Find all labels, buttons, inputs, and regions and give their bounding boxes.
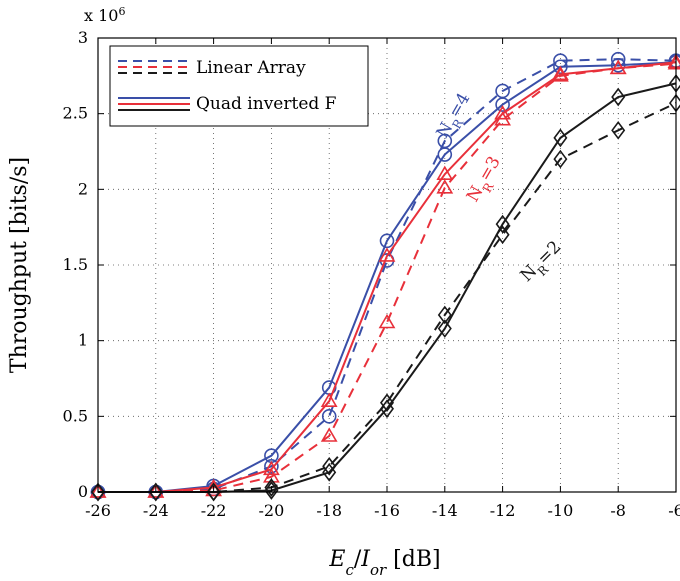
y-tick-label: 2 [78,179,88,198]
data-point-triangle [436,165,454,180]
x-tick-label: -8 [610,501,626,520]
data-point-circle [379,233,395,249]
x-tick-label: -22 [201,501,227,520]
annotation-nr4: NR=4 [433,89,479,144]
series-line [98,58,677,493]
x-tick-label: -18 [316,501,342,520]
data-point-triangle [609,59,627,75]
x-tick-label: -14 [432,501,458,520]
data-point-diamond [437,305,452,325]
data-point-circle [610,57,626,73]
y-tick-label: 2.5 [63,104,88,123]
data-point-diamond [611,120,626,140]
series-line [98,61,677,493]
data-point-triangle [320,392,338,408]
x-tick-label: -16 [374,501,400,520]
series-line [98,62,677,493]
data-point-circle [495,97,510,112]
annotation-nr2: NR=2 [517,237,569,289]
data-point-diamond [380,393,394,413]
series-line [98,61,677,493]
x-tick-label: -12 [490,501,516,520]
data-point-circle [264,458,279,474]
data-point-diamond [322,462,337,482]
legend: Linear Array Quad inverted F [109,45,369,127]
y-tick-label: 0 [78,482,88,501]
data-point-circle [321,409,337,424]
data-point-triangle [436,179,454,194]
legend-label-linear-array: Linear Array [196,58,306,78]
data-point-triangle [263,460,280,476]
data-point-diamond [495,214,510,234]
data-point-diamond [264,478,279,497]
data-point-diamond [611,87,626,107]
y-tick-label: 3 [78,28,88,47]
plot-series [89,51,680,502]
legend-swatch-quad-inverted-f [118,97,190,111]
data-point-diamond [437,319,452,338]
y-tick-label: 0.5 [63,406,88,425]
series-nr2-solid [91,74,680,502]
x-tick-label: -26 [85,501,111,520]
data-point-diamond [322,456,337,476]
legend-swatch-linear-array [118,60,190,74]
axis-ticks: -26 -24 -22 -20 -18 -16 -14 -12 -10 -8 -6 0 0.5 1 1.5 2… [63,28,680,520]
data-point-triangle [320,427,338,442]
data-point-triangle [378,313,396,329]
data-point-diamond [264,481,279,500]
y-tick-label: 1 [78,331,88,350]
data-point-diamond [669,93,680,113]
annotation-nr3: NR=3 [463,153,509,208]
data-point-diamond [380,399,394,419]
series-nr2-dashed [91,93,680,502]
data-point-diamond [148,482,163,502]
legend-label-quad-inverted-f: Quad inverted F [196,94,337,114]
x-tick-label: -24 [143,501,169,520]
data-point-triangle [378,247,396,262]
x-tick-label: -6 [668,501,680,520]
data-point-diamond [206,482,221,502]
data-point-diamond [553,149,568,169]
y-tick-label: 1.5 [63,255,88,274]
data-point-diamond [91,482,105,502]
data-point-triangle [552,65,569,81]
x-tick-label: -20 [259,501,285,520]
data-point-diamond [553,128,568,148]
x-axis-label: Ec/Ior [dB] [328,547,440,579]
data-point-circle [437,147,453,162]
data-point-circle [553,59,568,75]
legend-box [109,45,369,127]
x-tick-label: -10 [548,501,574,520]
y-exponent-label: x 106 [84,5,125,26]
y-axis-label: Throughput [bits/s] [7,157,32,373]
data-point-triangle [494,105,511,120]
